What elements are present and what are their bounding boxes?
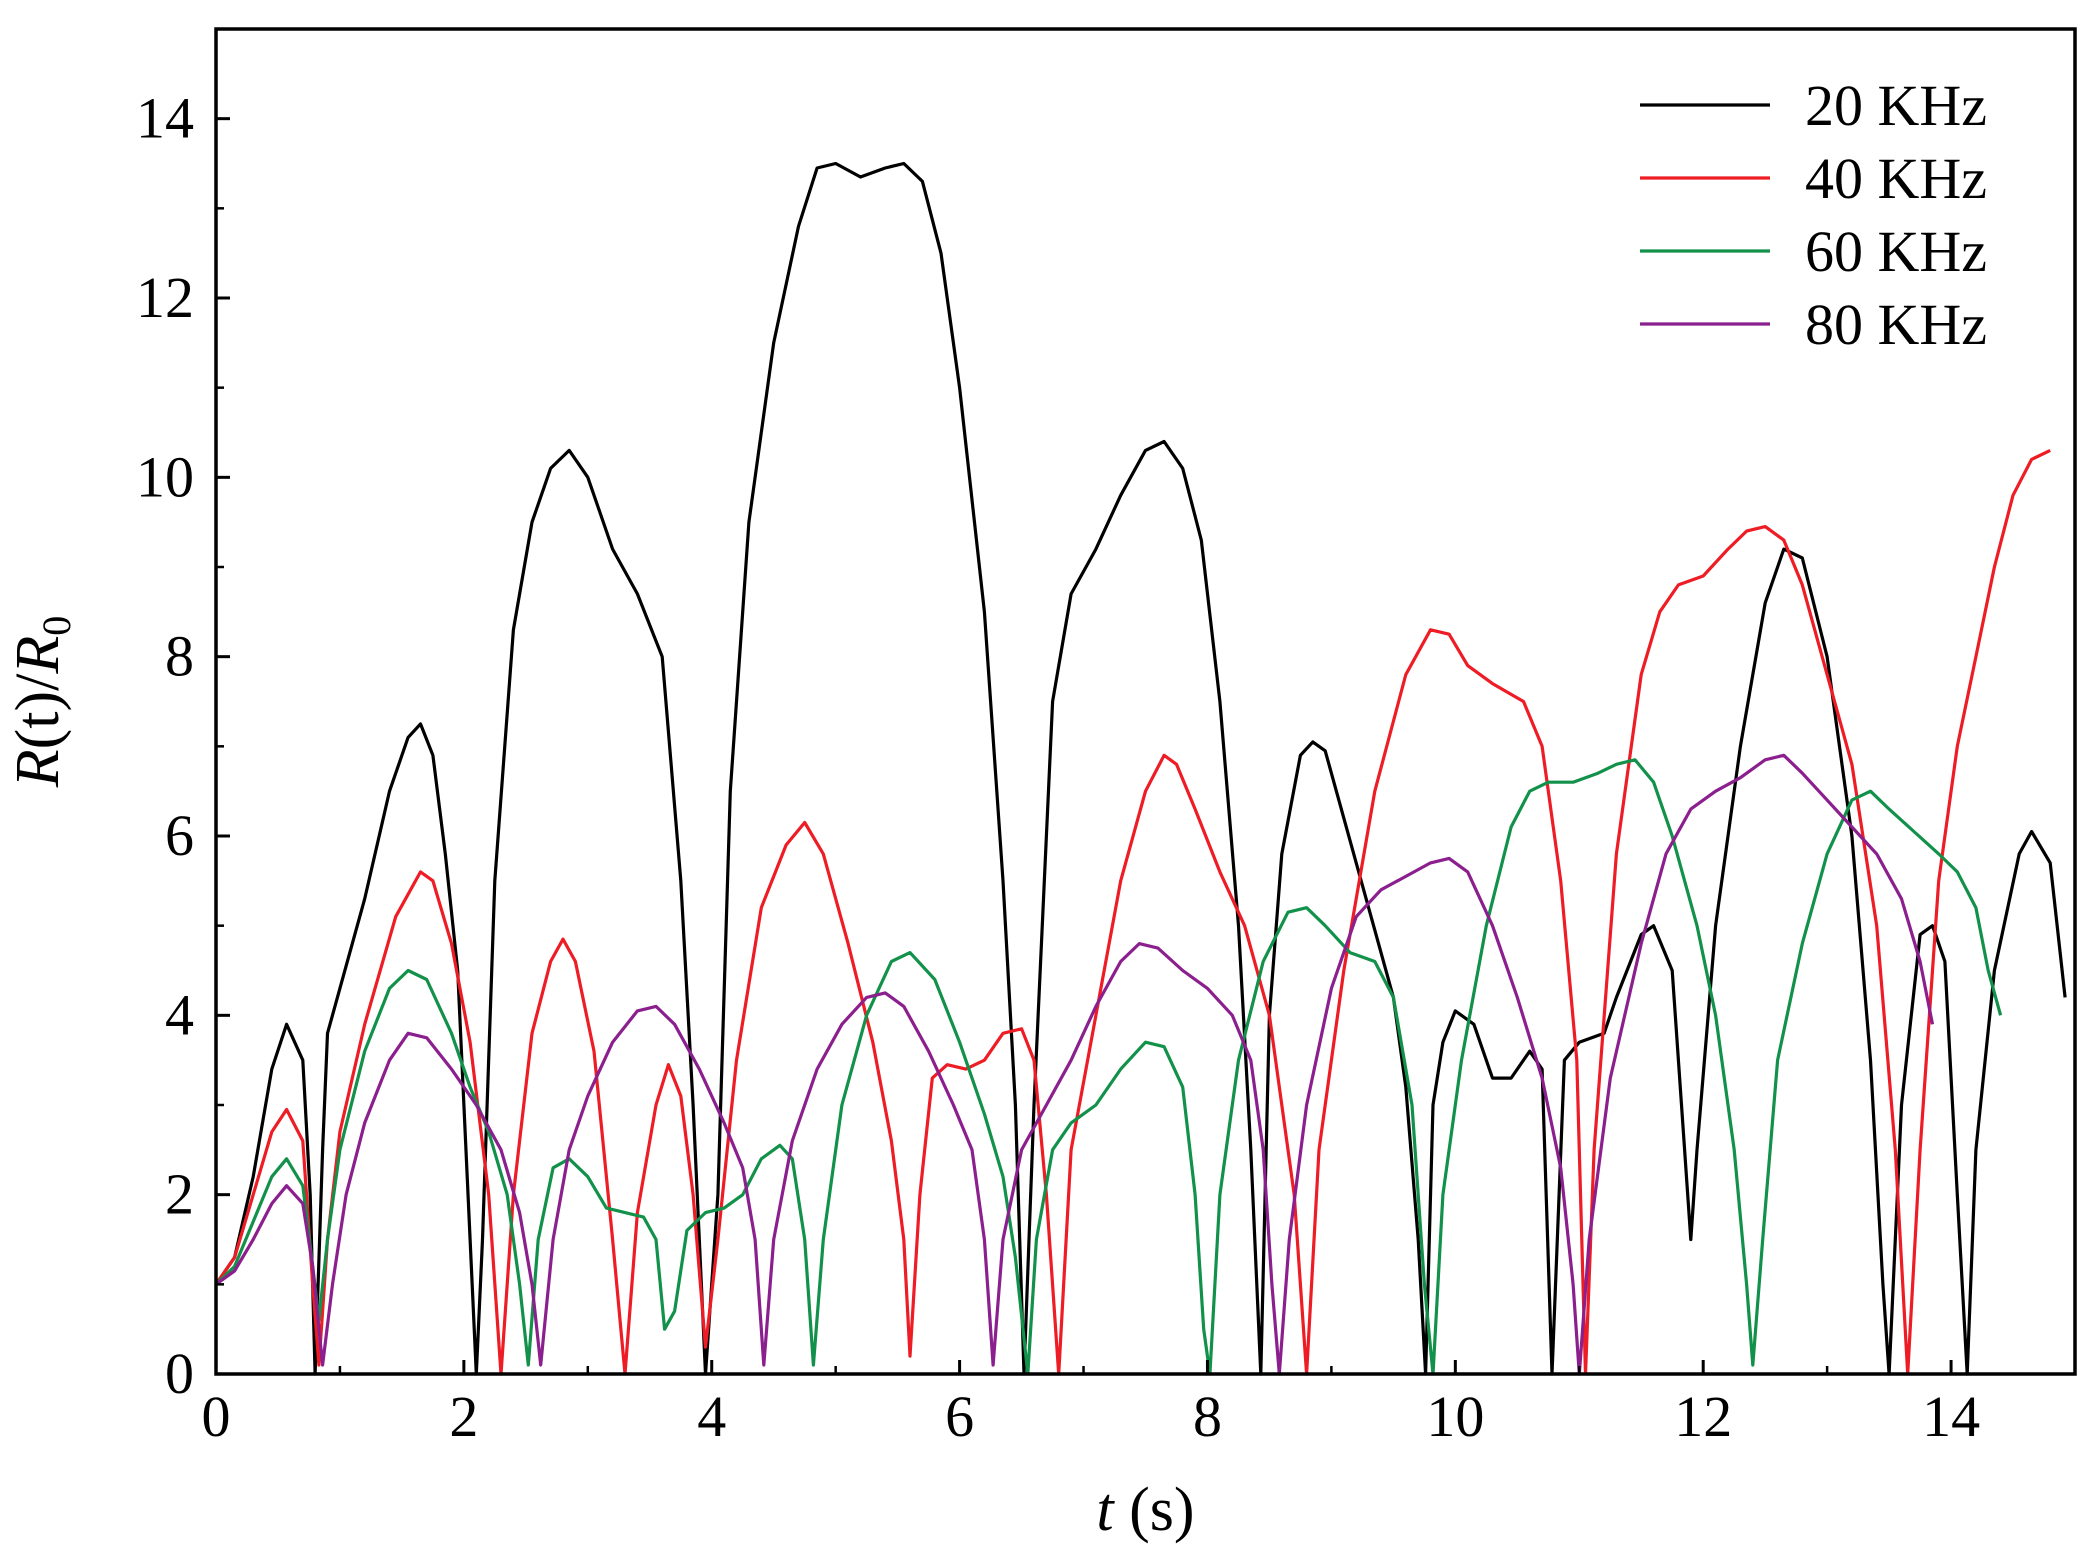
x-tick-label: 8 [1193, 1384, 1222, 1449]
y-axis-title: R(t)/R0 [4, 616, 79, 789]
x-axis-title-var: t [1096, 1476, 1115, 1544]
y-axis-title-r0: R [4, 636, 72, 675]
x-tick-label: 10 [1426, 1384, 1484, 1449]
y-tick-label: 14 [136, 86, 194, 151]
y-axis-title-mid: (t)/ [4, 673, 72, 750]
x-tick-label: 12 [1674, 1384, 1732, 1449]
x-tick-label: 14 [1922, 1384, 1980, 1449]
series-line-2 [214, 758, 2003, 1376]
y-axis-title-subscript: 0 [34, 616, 79, 636]
legend-label: 20 KHz [1805, 73, 1987, 138]
ticks-layer: 0 2 4 6 8 10 12 14 0 2 4 6 8 10 12 14 [136, 86, 1980, 1449]
series-layer [214, 161, 2067, 1376]
y-tick-label: 2 [165, 1162, 194, 1227]
y-tick-label: 8 [165, 624, 194, 689]
series-line-3 [215, 753, 1935, 1376]
x-tick-label: 0 [202, 1384, 231, 1449]
x-axis-title-unit: (s) [1114, 1476, 1195, 1544]
legend: 20 KHz 40 KHz 60 KHz 80 KHz [1640, 73, 1987, 357]
y-tick-label: 10 [136, 444, 194, 509]
y-tick-label: 12 [136, 265, 194, 330]
y-tick-label: 6 [165, 803, 194, 868]
series-line-0 [214, 161, 2067, 1376]
plot-frame [214, 27, 2077, 1376]
legend-label: 40 KHz [1805, 146, 1987, 211]
x-tick-label: 4 [697, 1384, 726, 1449]
legend-label: 60 KHz [1805, 219, 1987, 284]
x-tick-label: 6 [945, 1384, 974, 1449]
y-tick-label: 4 [165, 982, 194, 1047]
x-axis-title: t (s) [1096, 1476, 1194, 1544]
y-axis-title-r: R [4, 749, 72, 788]
legend-label: 80 KHz [1805, 292, 1987, 357]
series-line-1 [214, 448, 2051, 1376]
y-tick-label: 0 [165, 1341, 194, 1406]
x-tick-label: 2 [449, 1384, 478, 1449]
